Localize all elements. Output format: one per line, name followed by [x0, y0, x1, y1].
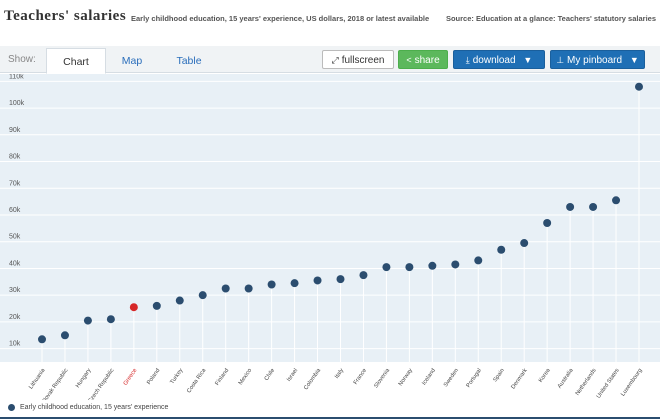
download-button[interactable]: ⤓ download ▼ [453, 50, 545, 69]
legend-label: Early childhood education, 15 years' exp… [20, 404, 169, 411]
caret-down-icon: ▼ [523, 55, 533, 65]
fullscreen-label: fullscreen [341, 55, 385, 66]
x-tick-label: Hungary [75, 368, 93, 389]
chart-subtitle: Early childhood education, 15 years' exp… [131, 14, 430, 23]
data-point [635, 82, 643, 91]
page-title: Teachers' salaries [4, 8, 127, 24]
data-point [221, 284, 230, 293]
legend-marker [8, 404, 15, 411]
caret-down-icon: ▼ [629, 55, 639, 65]
pinboard-button[interactable]: ⊥ My pinboard ▼ [550, 50, 645, 69]
y-tick-label: 10k [9, 341, 21, 348]
data-point [60, 331, 69, 340]
y-tick-label: 110k [9, 74, 24, 80]
data-point [83, 316, 92, 325]
data-point [38, 335, 46, 344]
data-point [428, 261, 437, 270]
x-tick-label: Norway [398, 368, 414, 388]
x-tick-label: France [353, 368, 368, 386]
data-point [290, 279, 299, 288]
x-tick-label: Poland [146, 368, 161, 386]
chart-svg: 10k 20k 30k 40k 50k 60k 70k 80k 90k 100k 110k Lithu… [0, 74, 660, 400]
y-tick-label: 30k [9, 287, 21, 294]
data-point [198, 291, 207, 300]
show-label: Show: [8, 54, 36, 65]
plot-background [0, 74, 660, 362]
x-tick-label: Chile [264, 368, 276, 382]
download-label: download [472, 55, 516, 66]
data-point [589, 202, 598, 211]
data-point [451, 260, 460, 269]
y-tick-label: 40k [9, 260, 21, 267]
fullscreen-button[interactable]: ⤢ fullscreen [322, 50, 394, 69]
x-tick-label: Italy [334, 368, 345, 380]
y-tick-label: 50k [9, 234, 21, 241]
x-tick-label: Iceland [421, 368, 437, 387]
y-tick-label: 60k [9, 207, 21, 214]
legend: Early childhood education, 15 years' exp… [8, 404, 168, 416]
data-point [106, 315, 115, 324]
data-point [520, 239, 529, 248]
x-tick-label: Portugal [466, 368, 483, 389]
tab-chart[interactable]: Chart [46, 48, 106, 74]
data-point [566, 202, 575, 211]
x-tick-label: Slovenia [373, 367, 391, 389]
data-point [152, 301, 161, 310]
chart-source: Source: Education at a glance: Teachers'… [445, 14, 656, 23]
x-tick-label: Turkey [169, 368, 184, 386]
y-tick-label: 90k [9, 127, 21, 134]
x-tick-label: Netherlands [575, 368, 598, 397]
data-point [497, 245, 506, 254]
data-point [267, 280, 276, 289]
data-point [336, 275, 345, 284]
x-tick-label: Greece [123, 368, 139, 387]
y-tick-label: 20k [9, 314, 21, 321]
chart-area: 10k 20k 30k 40k 50k 60k 70k 80k 90k 100k 110k Lithu… [0, 74, 660, 400]
share-icon: < [406, 55, 412, 65]
data-point [612, 196, 621, 205]
share-label: share [414, 55, 440, 66]
data-point [244, 284, 253, 293]
data-point [359, 271, 368, 280]
toolbar: Show: Chart Map Table ⤢ fullscreen < share… [0, 46, 660, 74]
data-point [543, 219, 552, 228]
x-tick-label: Korea [538, 367, 552, 384]
chart-header: Teachers' salaries Early childhood educa… [4, 6, 656, 28]
expand-icon: ⤢ [331, 55, 339, 65]
download-icon: ⤓ [465, 55, 470, 65]
data-point [405, 263, 414, 272]
x-tick-label: Mexico [238, 368, 253, 386]
share-button[interactable]: < share [398, 50, 448, 69]
x-tick-label: Spain [492, 368, 505, 384]
data-point [175, 296, 184, 305]
data-point [129, 303, 138, 312]
pinboard-label: My pinboard [567, 55, 623, 66]
pin-icon: ⊥ [556, 55, 565, 65]
x-tick-label: Costa Rica [186, 367, 208, 394]
divider [0, 417, 660, 419]
x-tick-label: Denmark [510, 368, 528, 391]
x-tick-label: Lithuania [28, 367, 47, 390]
x-tick-label: Colombia [303, 367, 322, 391]
data-point [313, 276, 322, 285]
x-tick-label: United States [596, 368, 621, 400]
y-tick-label: 70k [9, 180, 21, 187]
y-tick-label: 100k [9, 100, 25, 107]
data-point [474, 256, 483, 265]
data-point [382, 263, 391, 272]
tab-map[interactable]: Map [121, 55, 143, 67]
x-tick-label: Luxembourg [620, 368, 643, 398]
x-tick-label: Israel [286, 368, 299, 383]
x-tick-label: Finland [215, 368, 231, 387]
y-tick-label: 80k [9, 154, 21, 161]
x-tick-label: Australia [557, 367, 575, 390]
x-tick-label: Sweden [443, 368, 460, 389]
tab-table[interactable]: Table [176, 55, 202, 67]
